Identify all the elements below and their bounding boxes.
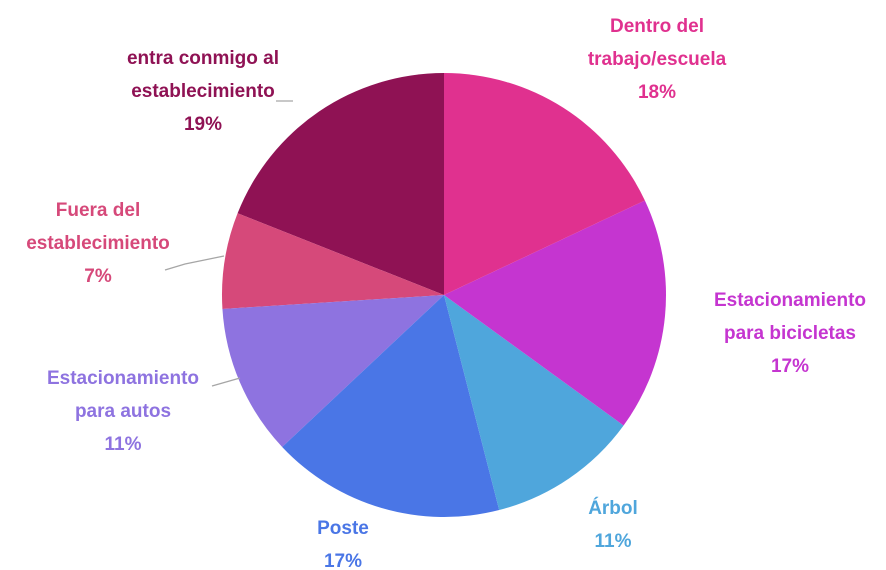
pie-slice bbox=[282, 295, 500, 517]
slice-label: Estacionamiento para autos 11% bbox=[13, 362, 233, 461]
value-label: 11% bbox=[104, 434, 142, 455]
pie-slice bbox=[222, 295, 444, 447]
value-label: 19% bbox=[183, 114, 223, 135]
value-label: 17% bbox=[770, 356, 810, 377]
slice-label: Árbol 11% bbox=[503, 492, 723, 558]
value-label: 18% bbox=[637, 82, 677, 103]
leader-line bbox=[211, 377, 241, 387]
slice-label: Estacionamiento para bicicletas 17% bbox=[680, 284, 886, 383]
slice-label: Poste 17% bbox=[233, 512, 453, 570]
category-label: Árbol bbox=[588, 498, 638, 519]
value-label: 7% bbox=[84, 266, 112, 287]
category-label: Fuera del establecimiento bbox=[26, 200, 170, 254]
category-label: entra conmigo al establecimiento bbox=[126, 48, 280, 102]
pie-slice bbox=[222, 213, 444, 309]
value-label: 11% bbox=[594, 531, 632, 552]
slice-label: entra conmigo al establecimiento 19% bbox=[93, 42, 313, 141]
pie-slice bbox=[444, 295, 624, 511]
leader-line bbox=[164, 255, 225, 271]
pie-slice bbox=[237, 73, 444, 295]
pie-slice bbox=[444, 73, 645, 295]
pie-slice bbox=[444, 200, 666, 426]
value-label: 17% bbox=[323, 551, 363, 570]
category-label: Poste bbox=[317, 518, 369, 539]
slice-label: Dentro del trabajo/escuela 18% bbox=[547, 10, 767, 109]
category-label: Dentro del trabajo/escuela bbox=[587, 16, 727, 70]
slice-label: Fuera del establecimiento 7% bbox=[0, 194, 208, 293]
category-label: Estacionamiento para autos bbox=[46, 368, 200, 422]
category-label: Estacionamiento para bicicletas bbox=[713, 290, 867, 344]
